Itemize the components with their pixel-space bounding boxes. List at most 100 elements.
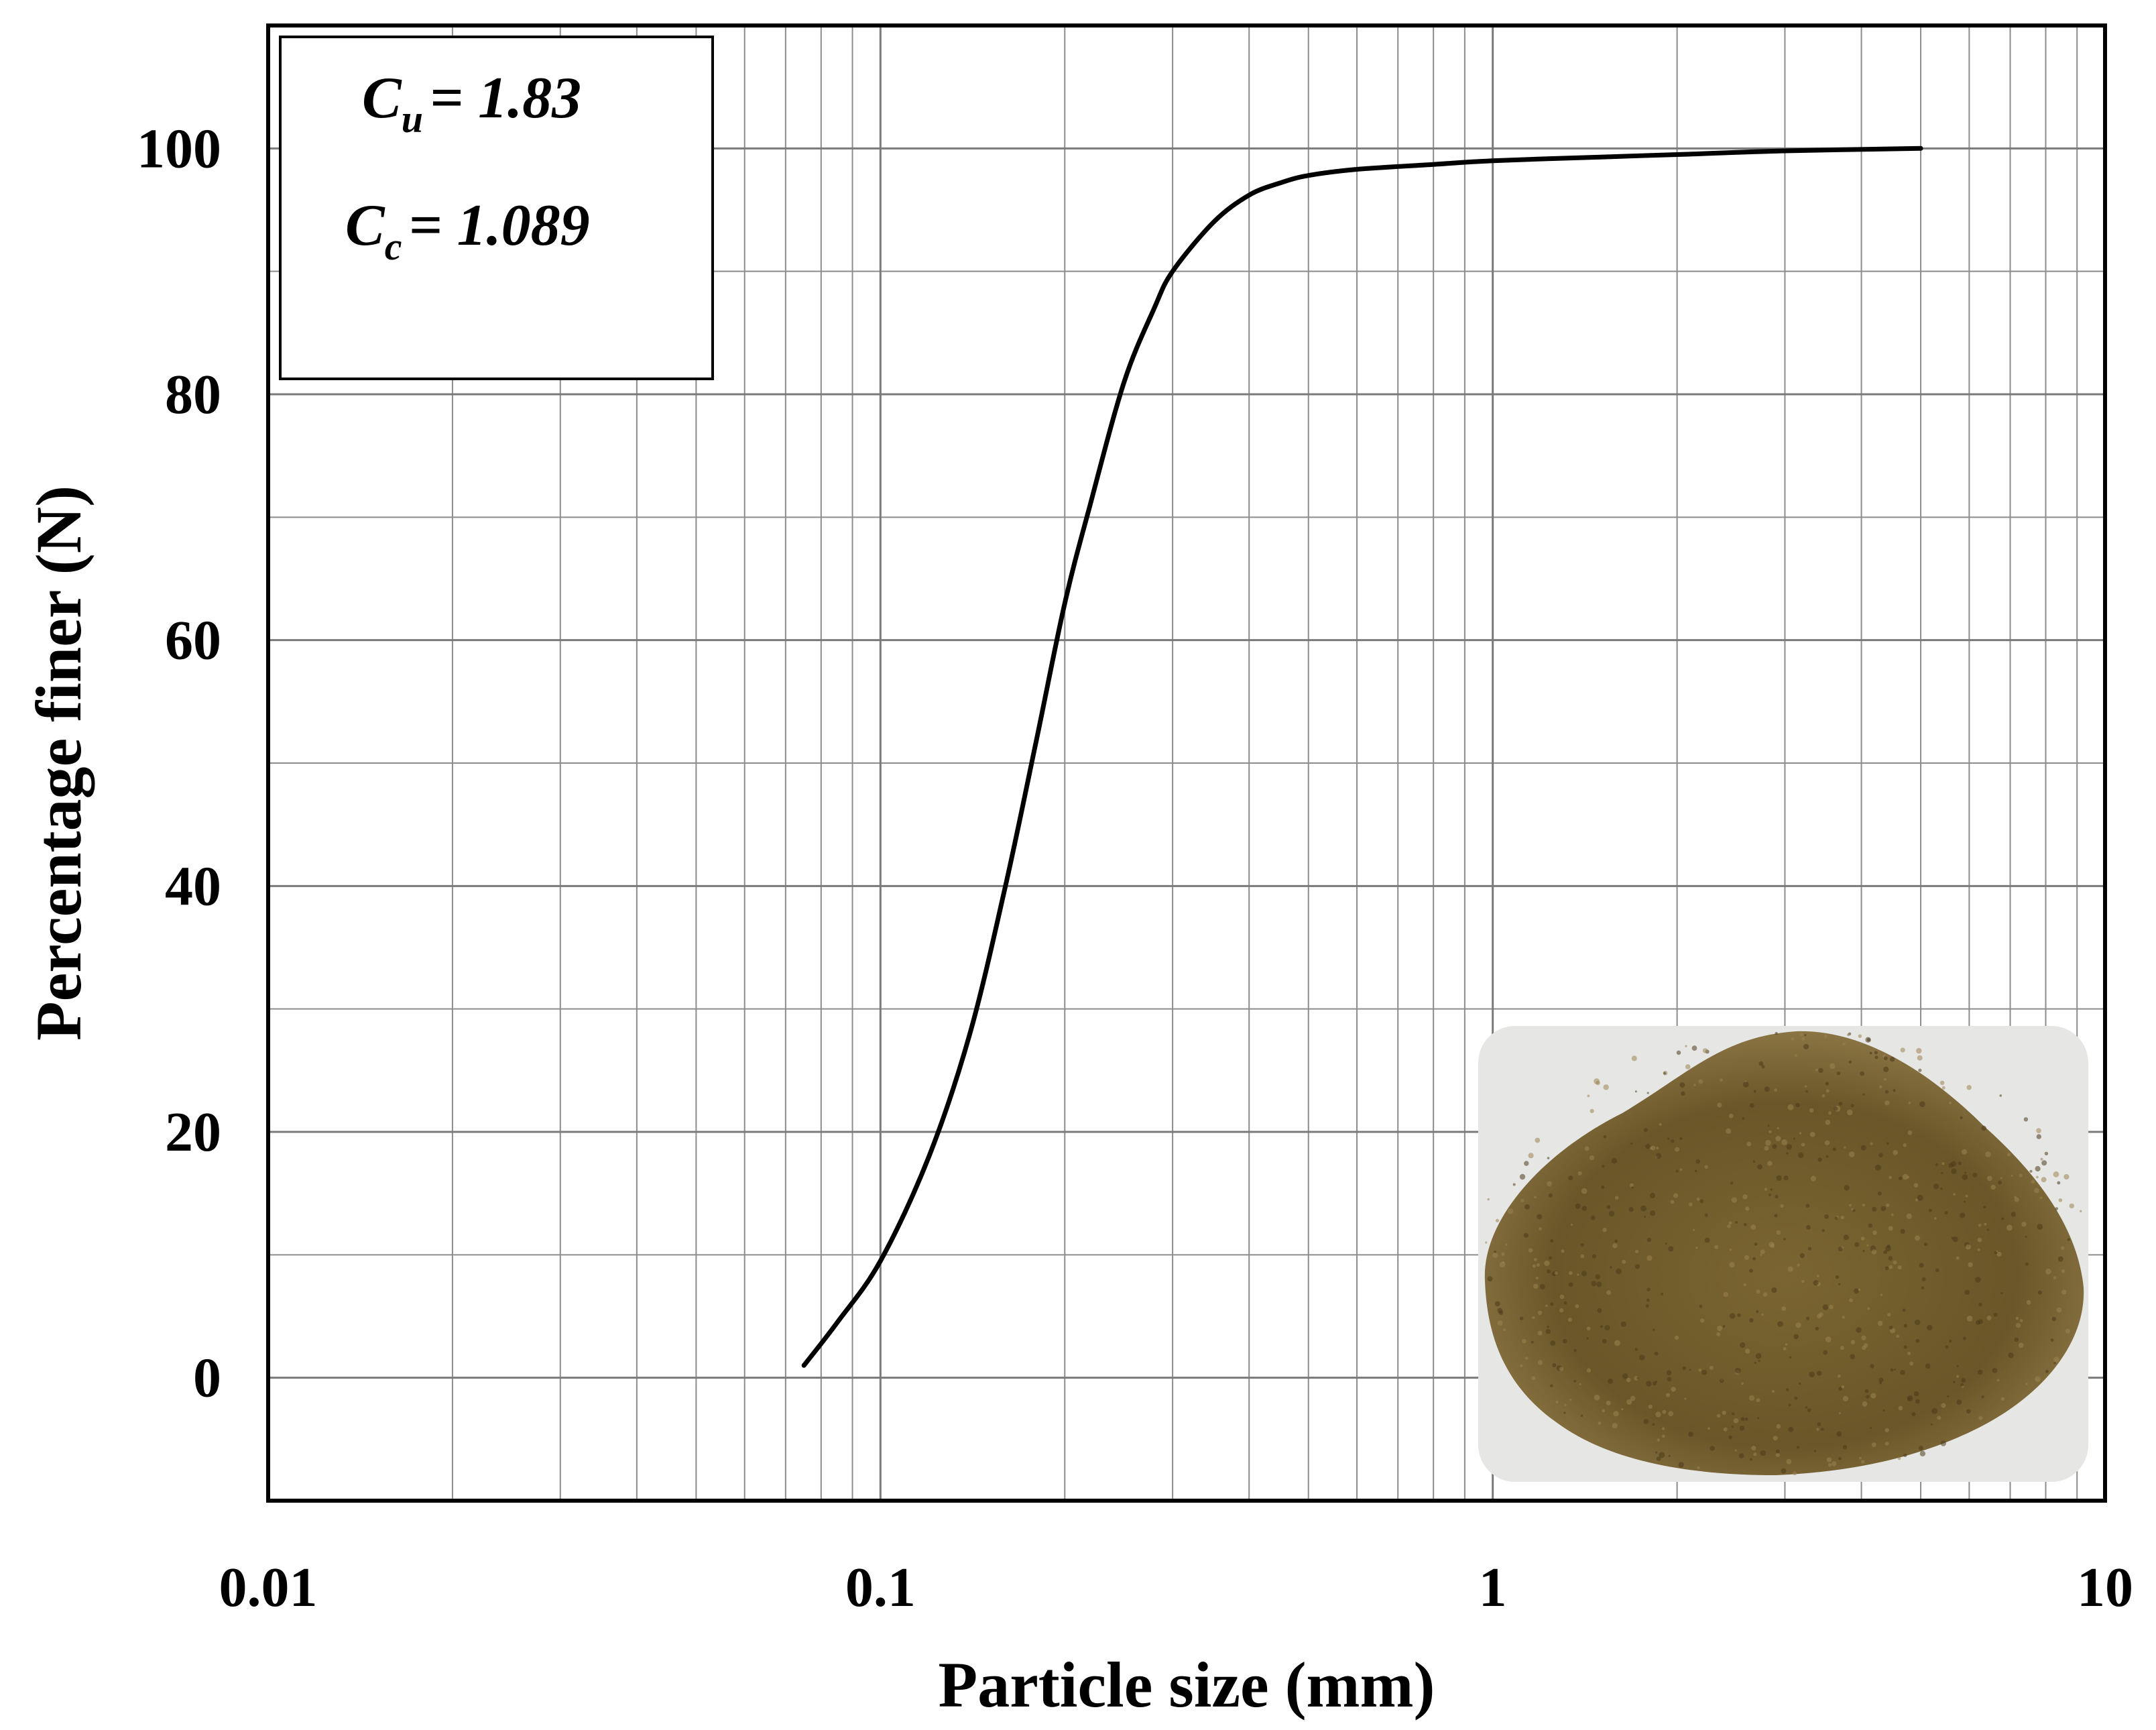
sand-grain	[1933, 1217, 1937, 1220]
sand-grain	[1999, 1094, 2002, 1097]
sand-grain	[1547, 1269, 1551, 1274]
sand-grain	[1775, 1195, 1779, 1199]
sand-grain	[1728, 1113, 1734, 1118]
y-tick-label: 100	[137, 117, 221, 180]
sand-grain	[1872, 1230, 1877, 1235]
sand-grain	[1767, 1124, 1770, 1127]
sand-grain	[1844, 1185, 1850, 1191]
sand-grain	[1945, 1345, 1949, 1349]
sand-grain	[1547, 1325, 1549, 1328]
sand-grain	[1915, 1235, 1920, 1241]
sand-grain	[1781, 1306, 1787, 1311]
sand-grain	[1817, 1422, 1821, 1426]
cu-value: = 1.83	[430, 66, 581, 131]
sand-grain	[1956, 1375, 1960, 1378]
sand-grain	[1865, 1037, 1871, 1043]
sand-grain	[1679, 1137, 1683, 1140]
sand-grain	[1906, 1213, 1912, 1219]
sand-grain	[1675, 1169, 1679, 1173]
sand-grain	[1613, 1411, 1619, 1417]
sand-grain	[1986, 1228, 1990, 1231]
sand-grain	[1884, 1090, 1889, 1094]
sand-grain	[1801, 1037, 1805, 1041]
sand-grain	[1575, 1203, 1581, 1209]
x-tick-label: 10	[2077, 1556, 2133, 1619]
sand-grain	[1534, 1196, 1537, 1199]
sand-grain	[2053, 1276, 2057, 1279]
sand-grain	[1575, 1304, 1579, 1308]
sand-grain	[1695, 1159, 1701, 1164]
sand-grain	[1886, 1142, 1889, 1145]
sand-grain	[1907, 1395, 1913, 1401]
sand-grain	[1756, 1398, 1760, 1403]
sand-grain	[2045, 1268, 2051, 1275]
x-tick-labels: 0.01 0.1 1 10	[219, 1556, 2134, 1619]
sand-grain	[1539, 1283, 1545, 1290]
sand-grain	[2008, 1352, 2014, 1359]
sand-grain	[1835, 1275, 1840, 1279]
sand-grain	[1612, 1423, 1618, 1429]
sand-grain	[2025, 1383, 2028, 1385]
sand-grain	[1656, 1456, 1661, 1461]
sand-grain	[1608, 1210, 1615, 1217]
sand-grain	[1494, 1251, 1496, 1253]
sand-grain	[1981, 1125, 1986, 1131]
sand-grain	[1965, 1194, 1968, 1198]
sand-grain	[1908, 1102, 1911, 1104]
sand-grain	[1821, 1228, 1825, 1232]
sand-grain	[1898, 1176, 1903, 1181]
sand-grain	[1730, 1181, 1734, 1185]
y-tick-label: 40	[165, 855, 221, 917]
sand-grain	[1953, 1193, 1956, 1196]
sand-grain	[1847, 1033, 1850, 1037]
sand-grain	[1949, 1101, 1952, 1104]
sand-grain	[1602, 1338, 1607, 1344]
sand-grain	[1670, 1200, 1675, 1204]
sand-grain	[1581, 1271, 1588, 1277]
sand-grain	[1860, 1145, 1866, 1151]
sand-grain	[1665, 1243, 1667, 1245]
sand-grain	[1903, 1324, 1907, 1328]
sand-grain	[1793, 1137, 1795, 1140]
sand-grain	[1823, 1035, 1828, 1038]
sand-grain	[2026, 1300, 2031, 1305]
sand-grain	[1698, 1368, 1701, 1372]
sand-grain	[1537, 1214, 1543, 1220]
sand-grain	[1915, 1399, 1920, 1404]
sand-grain	[1620, 1321, 1626, 1327]
y-tick-label: 60	[165, 610, 221, 672]
sand-grain	[1710, 1446, 1715, 1451]
sand-grain	[1838, 1456, 1842, 1460]
sand-grain	[1628, 1206, 1634, 1212]
sand-grain	[1797, 1152, 1804, 1159]
sand-grain	[2065, 1328, 2070, 1334]
sand-grain	[2029, 1169, 2033, 1173]
sand-grain	[1733, 1418, 1739, 1424]
sand-grain	[1591, 1281, 1597, 1287]
sand-grain	[1823, 1350, 1828, 1355]
sand-grain	[1838, 1387, 1842, 1391]
sand-grain	[2016, 1323, 2021, 1328]
sand-grain	[1545, 1328, 1551, 1334]
sand-grain	[1694, 1169, 1697, 1172]
sand-grain	[1796, 1446, 1800, 1449]
sand-grain	[2051, 1316, 2056, 1322]
sand-grain	[2040, 1157, 2043, 1161]
sand-grain	[2061, 1289, 2067, 1295]
sand-grain	[1737, 1313, 1741, 1318]
sand-grain	[1849, 1298, 1853, 1303]
sand-grain	[1604, 1325, 1610, 1331]
sand-grain	[2041, 1177, 2047, 1183]
cu-symbol: C	[362, 66, 402, 131]
sand-grain	[1889, 1265, 1893, 1269]
sand-grain	[1877, 1191, 1882, 1196]
sand-grain	[1640, 1205, 1647, 1212]
sand-grain	[1685, 1045, 1687, 1047]
sand-grain	[1756, 1310, 1759, 1314]
sand-grain	[1539, 1227, 1542, 1230]
sand-grain	[1752, 1257, 1756, 1261]
sand-grain	[1816, 1371, 1822, 1376]
sand-grain	[1884, 1266, 1889, 1271]
sand-grain	[2037, 1290, 2042, 1295]
